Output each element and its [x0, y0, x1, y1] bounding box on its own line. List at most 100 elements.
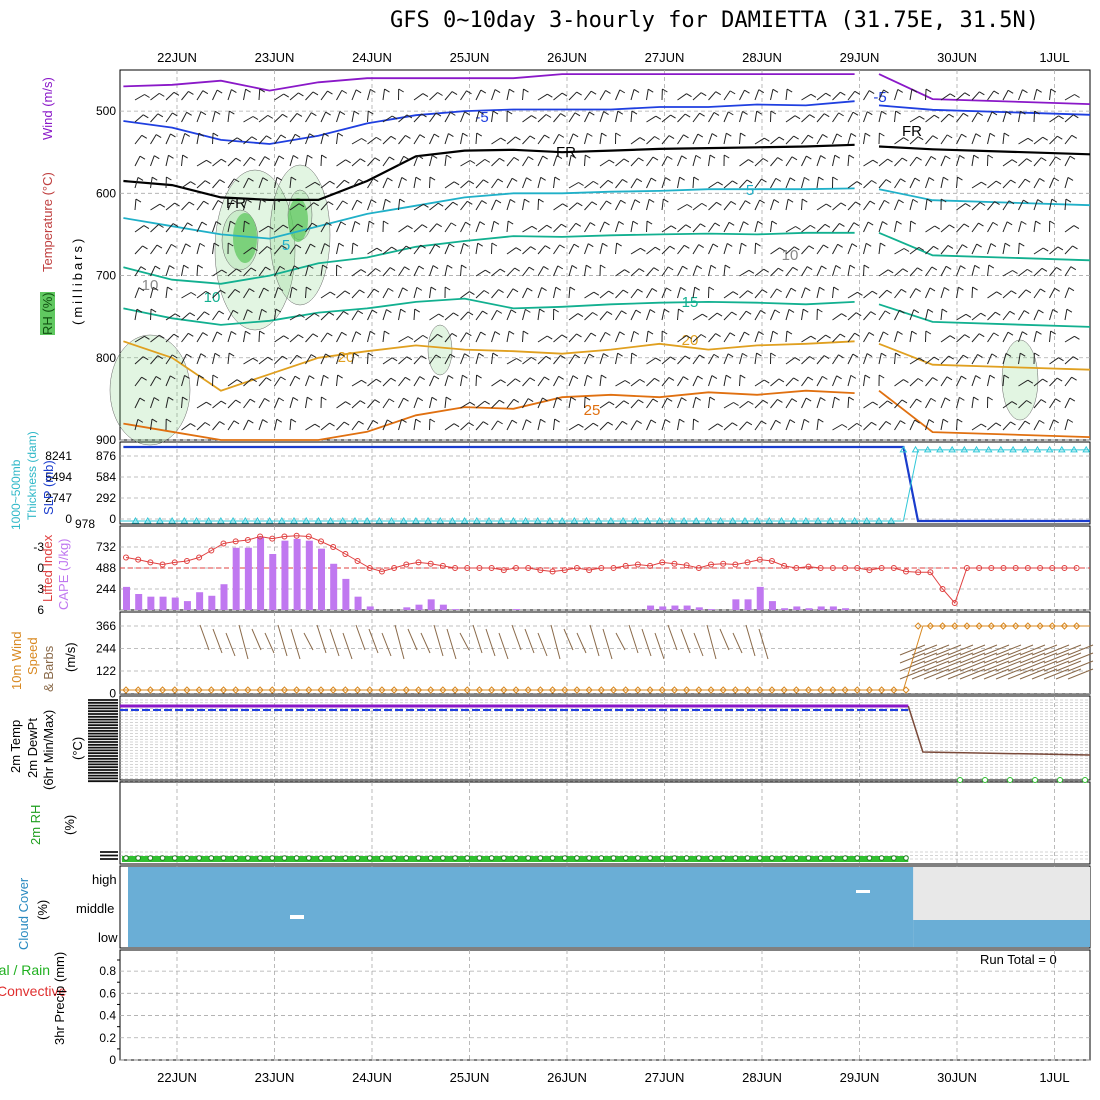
wind-barb-flag [702, 313, 708, 318]
wind-barb [739, 132, 741, 145]
wind-barb-flag [135, 198, 142, 203]
wind-barb-flag [376, 247, 383, 252]
wind-barb [382, 288, 389, 299]
wind-barb [940, 245, 949, 255]
wind10-barb [433, 624, 444, 657]
wind-barb-flag [423, 203, 429, 208]
date-label-bottom: 25JUN [450, 1070, 490, 1085]
wind-barb-flag [468, 422, 474, 427]
wind-barb [336, 353, 341, 365]
wind-barb-flag [371, 199, 377, 204]
wind-barb [305, 286, 307, 299]
wind-barb [336, 200, 344, 211]
wind10-barb [563, 628, 574, 651]
wind-barb-flag [620, 199, 626, 204]
rh-shading [1001, 339, 1039, 421]
wind-barb [289, 287, 293, 299]
wind-barb [863, 264, 865, 277]
wind-barb [382, 135, 392, 145]
wind-barb [351, 420, 360, 431]
wind10-barb [264, 632, 275, 654]
cape-bar [232, 547, 240, 610]
wind-barb-flag [143, 225, 150, 229]
wind-barb [863, 111, 868, 123]
wind10-point [975, 622, 983, 630]
wind-barb-flag [818, 418, 824, 423]
wind-barb [1049, 177, 1055, 189]
wind10-point [1036, 622, 1044, 630]
wind-barb-flag [584, 396, 591, 401]
wind-barb [677, 419, 680, 431]
wind-barb-flag [313, 202, 319, 207]
wind-barb-flag [152, 286, 159, 291]
wind-barb-flag [975, 133, 982, 138]
wind-barb [770, 420, 777, 431]
wind-barb-flag [353, 110, 360, 115]
wind10-point [305, 686, 313, 694]
wind-barb [1002, 200, 1010, 211]
wind-barb-flag [388, 398, 395, 403]
wind-barb [305, 375, 310, 387]
wind-barb [940, 155, 946, 167]
wind-barb-flag [633, 330, 640, 335]
wind-barb [1018, 111, 1021, 123]
wind10-point [463, 686, 471, 694]
wind10-barb [472, 624, 483, 654]
wind-barb-flag [337, 132, 344, 137]
wind10-point [524, 686, 532, 694]
wind-barb-flag [231, 89, 237, 93]
wind-barb [1033, 331, 1037, 343]
wind-barb-flag [803, 418, 810, 423]
date-label-bottom: 1JUL [1039, 1070, 1069, 1085]
wind-barb-flag [1050, 88, 1057, 93]
wind-barb-flag [339, 111, 346, 115]
wind10-barb [1055, 644, 1082, 656]
wind-barb-flag [572, 133, 579, 138]
wind-barb [320, 111, 327, 123]
wind-barb-flag [155, 134, 162, 138]
wind10-barb [303, 632, 314, 651]
temp-contour-tail-15 [878, 303, 1091, 328]
wind-barb [801, 356, 810, 365]
wind-barb-flag [669, 245, 676, 250]
wind-barb [553, 113, 561, 123]
wind-barb-flag [188, 201, 195, 206]
wind-barb [444, 181, 455, 189]
wind-barb [475, 111, 480, 123]
wind-barb [1049, 199, 1053, 211]
wind-barb-flag [693, 418, 699, 423]
wind-barb-flag [298, 334, 304, 339]
wind-barb [847, 111, 854, 123]
wind-barb [553, 355, 561, 365]
wind-barb-flag [370, 88, 376, 93]
wind10-barb [1055, 652, 1082, 664]
wind10-barb [316, 624, 327, 654]
wind-barb-flag [729, 332, 736, 337]
wind-barb-flag [683, 376, 689, 381]
wind-barb [894, 268, 904, 277]
wind-barb-flag [156, 244, 163, 249]
wind-barb-flag [154, 155, 160, 160]
wind-barb [1002, 311, 1011, 321]
wind-barb-flag [344, 179, 350, 184]
li-line [125, 535, 1077, 604]
wind-barb [863, 375, 866, 387]
wind-barb [940, 287, 945, 299]
li-point [976, 565, 983, 571]
panel-frame-precip [119, 949, 1091, 1061]
wind-barb-flag [433, 133, 440, 138]
li-point [378, 568, 385, 575]
wind-barb-flag [296, 113, 303, 117]
wind-barb [940, 177, 944, 189]
wind-barb [351, 400, 361, 409]
wind-barb-flag [1008, 200, 1015, 205]
wind-barb [258, 156, 266, 167]
wind-barb [150, 155, 155, 167]
wind-barb-flag [804, 176, 810, 181]
wind-barb-flag [699, 112, 705, 117]
wind-barb-flag [173, 333, 180, 338]
wind-barb [413, 244, 422, 255]
wind-barb-flag [946, 134, 953, 139]
wind-barb-flag [588, 353, 595, 358]
wind-barb [1064, 135, 1073, 145]
